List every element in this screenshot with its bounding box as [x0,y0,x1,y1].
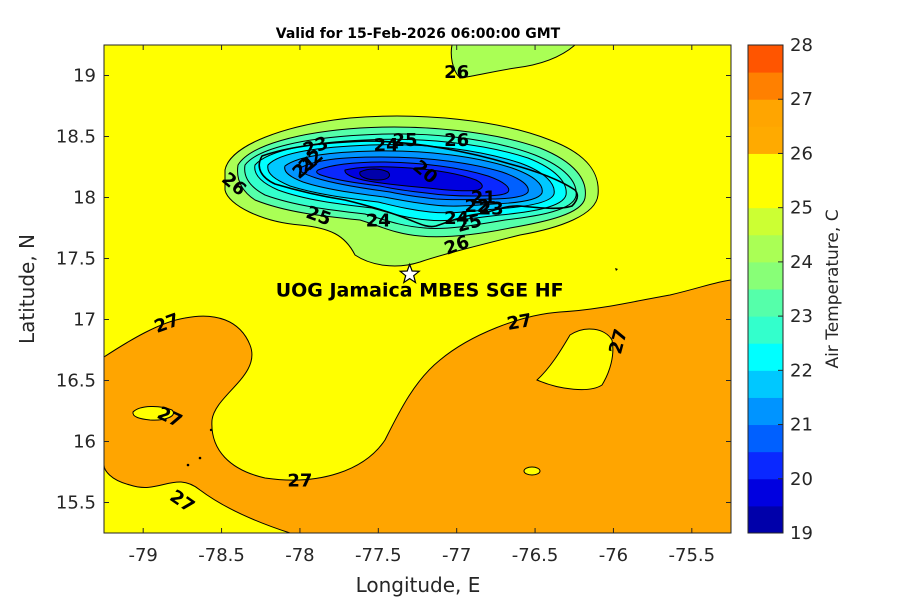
colorbar-segment [748,505,783,534]
jamaica-coastline [258,140,579,228]
y-tick-label: 15.5 [56,493,96,514]
x-tick-label: -78.5 [198,545,245,566]
contour-label: 22 [465,196,490,217]
colorbar-frame [747,44,784,534]
contour-fill-25-north [450,45,576,79]
colorbar-tick-label: 19 [790,523,813,544]
colorbar-segment [748,207,783,236]
y-axis-label: Latitude, N [15,234,39,344]
island-dot-3 [209,428,213,432]
contour-label: 27 [505,310,533,335]
y-tick-label: 16.5 [56,371,96,392]
contour-label: 24 [366,211,391,232]
colorbar-segment [748,370,783,398]
contour-fill-26-hole-west [132,406,174,421]
chart-title: Valid for 15-Feb-2026 06:00:00 GMT [276,26,561,42]
colorbar-segment [748,180,783,209]
colorbar-segment [748,126,783,154]
x-axis-ticks: -79 -78.5 -78 -77.5 -77 -76.5 -76 -75.5 [128,45,715,566]
colorbar-tick-label: 21 [790,415,813,436]
colorbar-segment [748,261,783,290]
island-dot-2 [198,456,202,460]
colorbar-tick-label: 22 [790,360,813,381]
x-tick-label: -79 [128,545,157,566]
colorbar-label: Air Temperature, C [823,209,843,368]
contour-label: 24 [444,208,469,229]
colorbar-segment [748,153,783,182]
y-axis-ticks: 15.5 16 16.5 17 17.5 18 18.5 19 [56,66,731,514]
y-tick-label: 16 [73,432,96,453]
plot-frame [103,44,732,534]
colorbar-segment [748,99,783,127]
contour-label: 26 [444,62,469,83]
colorbar-tick-label: 24 [790,252,813,273]
station-marker: UOG Jamaica MBES SGE HF [276,262,564,301]
colorbar-tick-label: 27 [790,89,813,110]
colorbar-tick-label: 26 [790,143,813,164]
x-tick-label: -76 [599,545,628,566]
x-axis-label: Longitude, E [356,573,481,597]
y-tick-label: 17 [73,310,96,331]
station-star-icon [398,262,421,284]
contour-label: 24 [374,135,399,156]
colorbar-segment [748,316,783,344]
y-tick-label: 19 [73,66,96,87]
contour-fill-19 [359,168,391,181]
colorbar-segment [748,397,783,426]
colorbar-segment [748,234,783,263]
colorbar-segment [748,451,783,480]
x-tick-label: -77.5 [355,545,402,566]
island-dot-1 [186,463,190,467]
colorbar: 19 20 21 22 23 24 25 26 27 28 [747,35,813,544]
colorbar-segment [748,45,783,73]
colorbar-tick-label: 28 [790,35,813,56]
x-tick-label: -75.5 [669,545,716,566]
contour-label: 25 [392,130,417,151]
contour-fill-26-hole-east [536,328,614,390]
contour-fill-26-hole-small [523,466,541,476]
contour-label: 26 [444,130,469,151]
colorbar-tick-label: 25 [790,198,813,219]
colorbar-tick-label: 20 [790,469,813,490]
contour-label: 27 [287,471,312,492]
contour-label: 23 [479,198,504,219]
contour-label: 21 [471,188,496,209]
y-tick-label: 18.5 [56,127,96,148]
island-small-east [615,268,618,271]
colorbar-segment [748,424,783,453]
x-tick-label: -78 [285,545,314,566]
colorbar-segment [748,72,783,100]
y-tick-label: 18 [73,188,96,209]
colorbar-segment [748,343,783,371]
colorbar-tick-label: 23 [790,306,813,327]
x-tick-label: -77 [442,545,471,566]
y-tick-label: 17.5 [56,249,96,270]
colorbar-segment [748,289,783,317]
x-tick-label: -76.5 [512,545,559,566]
colorbar-segment [748,478,783,507]
station-label: UOG Jamaica MBES SGE HF [276,279,564,301]
